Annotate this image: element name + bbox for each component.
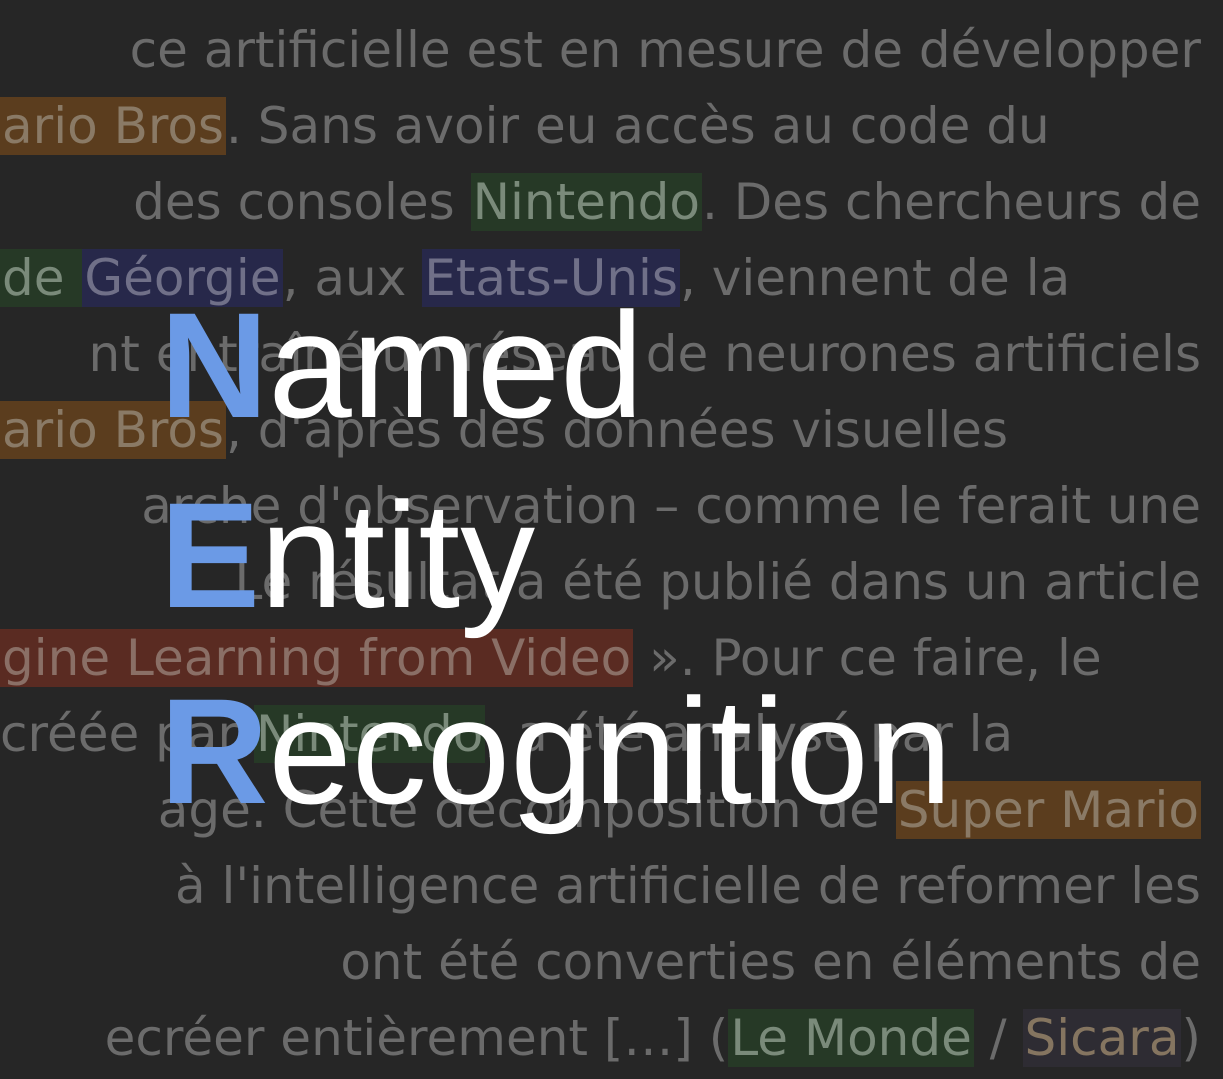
text-line: créée par Nintendo, a été analysé par la: [0, 696, 1223, 772]
line-content: de Géorgie, aux Etats-Unis, viennent de …: [0, 240, 1070, 316]
text-run: , viennent de la: [679, 249, 1071, 307]
text-line: à l'intelligence artificielle de reforme…: [0, 848, 1223, 924]
text-line: Le résultat a été publié dans un article: [0, 544, 1223, 620]
text-run: , aux: [282, 249, 423, 307]
line-content: ecréer entièrement […] (Le Monde / Sicar…: [105, 1000, 1201, 1076]
text-run: nt entraîné un réseau de neurones artifi…: [88, 325, 1201, 383]
text-line: ario Bros. Sans avoir eu accès au code d…: [0, 88, 1223, 164]
text-run: , d'après des données visuelles: [225, 401, 1008, 459]
text-run: ecréer entièrement […] (: [104, 1009, 729, 1067]
line-content: à l'intelligence artificielle de reforme…: [175, 848, 1201, 924]
entity-highlight: Nintendo: [470, 173, 702, 231]
text-line: ont été converties en éléments de: [0, 924, 1223, 1000]
line-content: ario Bros, d'après des données visuelles: [0, 392, 1008, 468]
text-run: arche d'observation – comme le ferait un…: [141, 477, 1201, 535]
entity-highlight: Sicara: [1022, 1009, 1182, 1067]
text-line: ario Bros, d'après des données visuelles: [0, 392, 1223, 468]
text-run: ont été converties en éléments de: [340, 933, 1201, 991]
text-line: age. Cette décomposition de Super Mario: [0, 772, 1223, 848]
text-line: des consoles Nintendo. Des chercheurs de: [0, 164, 1223, 240]
text-run: /: [973, 1009, 1023, 1067]
line-content: Le résultat a été publié dans un article: [234, 544, 1201, 620]
line-content: ont été converties en éléments de: [340, 924, 1201, 1000]
entity-highlight: ario Bros: [0, 401, 226, 459]
entity-highlight: Géorgie: [82, 249, 283, 307]
title-rest: amed: [268, 281, 644, 449]
text-run: des consoles: [133, 173, 471, 231]
text-run: age. Cette décomposition de: [157, 781, 896, 839]
text-run: Le résultat a été publié dans un article: [234, 553, 1201, 611]
title-initial: E: [160, 471, 261, 639]
line-content: ario Bros. Sans avoir eu accès au code d…: [0, 88, 1050, 164]
line-content: arche d'observation – comme le ferait un…: [141, 468, 1201, 544]
title-rest: ntity: [260, 471, 536, 639]
text-run: , a été analysé par la: [485, 705, 1014, 763]
text-run: à l'intelligence artificielle de reforme…: [174, 857, 1201, 915]
line-content: des consoles Nintendo. Des chercheurs de: [133, 164, 1201, 240]
entity-highlight: Nintendo: [253, 705, 486, 763]
line-content: nt entraîné un réseau de neurones artifi…: [89, 316, 1201, 392]
line-content: créée par Nintendo, a été analysé par la: [0, 696, 1013, 772]
entity-highlight: gine Learning from Video: [0, 629, 634, 687]
text-run: créée par: [0, 705, 254, 763]
text-line: arche d'observation – comme le ferait un…: [0, 468, 1223, 544]
entity-highlight: Le Monde: [728, 1009, 974, 1067]
title-initial: N: [160, 281, 269, 449]
title-line-recognition: Recognition: [160, 676, 952, 826]
title-rest: ecognition: [268, 667, 953, 835]
text-line: ecréer entièrement […] (Le Monde / Sicar…: [0, 1000, 1223, 1076]
text-line: de Géorgie, aux Etats-Unis, viennent de …: [0, 240, 1223, 316]
title-line-entity: Entity: [160, 480, 535, 630]
text-run: . Sans avoir eu accès au code du: [225, 97, 1050, 155]
text-line: gine Learning from Video ». Pour ce fair…: [0, 620, 1223, 696]
text-run: . Des chercheurs de: [701, 173, 1201, 231]
line-content: ce artificielle est en mesure de dévelop…: [130, 12, 1201, 88]
text-line: ce artificielle est en mesure de dévelop…: [0, 12, 1223, 88]
line-content: age. Cette décomposition de Super Mario: [158, 772, 1201, 848]
entity-highlight: ario Bros: [0, 97, 226, 155]
text-run: ». Pour ce faire, le: [633, 629, 1102, 687]
text-run: ): [1181, 1009, 1201, 1067]
entity-highlight: Super Mario: [895, 781, 1201, 839]
line-content: gine Learning from Video ». Pour ce fair…: [0, 620, 1102, 696]
title-line-named: Named: [160, 290, 644, 440]
entity-highlight: Etats-Unis: [422, 249, 680, 307]
text-run: ce artificielle est en mesure de dévelop…: [129, 21, 1201, 79]
text-line: nt entraîné un réseau de neurones artifi…: [0, 316, 1223, 392]
entity-highlight: de: [0, 249, 83, 307]
title-initial: R: [160, 667, 269, 835]
